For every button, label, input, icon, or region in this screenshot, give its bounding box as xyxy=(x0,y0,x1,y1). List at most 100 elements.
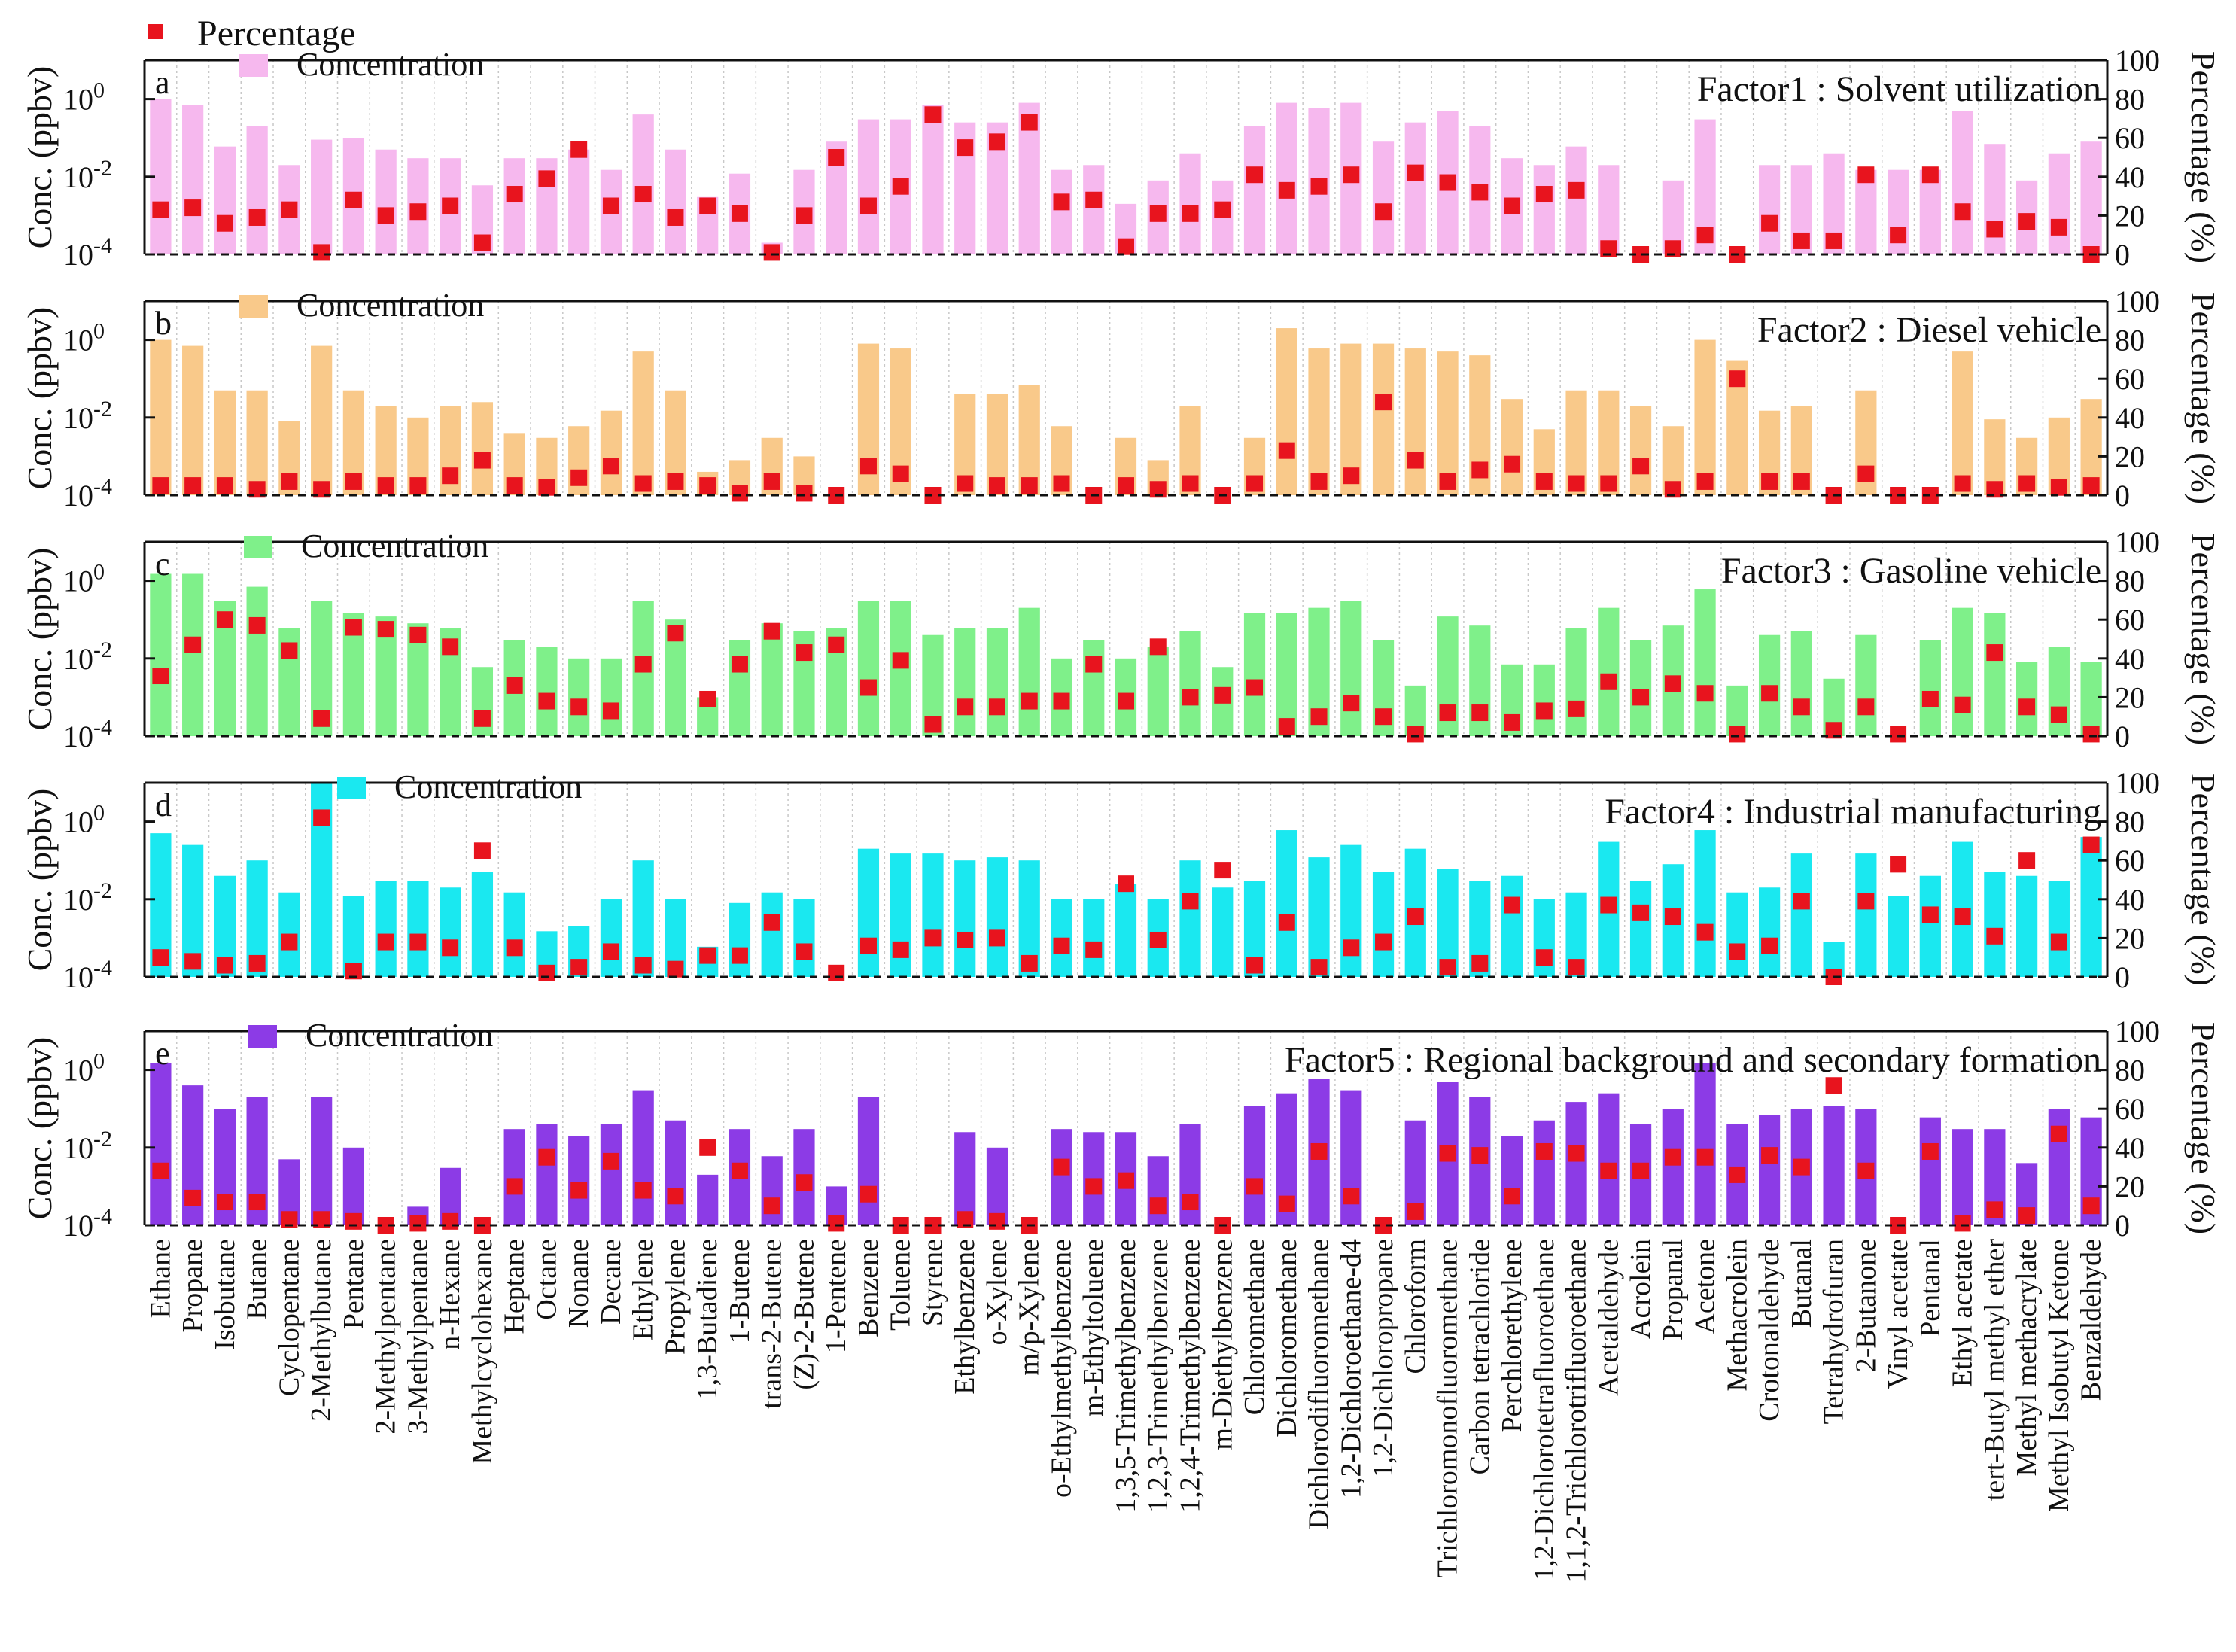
x-tick-label: 1,2-Dichloroethane-d4 xyxy=(1335,1239,1367,1498)
x-tick-label: Isobutane xyxy=(209,1239,241,1350)
x-tick-label: Pentanal xyxy=(1915,1239,1946,1337)
percentage-marker xyxy=(442,467,459,485)
concentration-bar xyxy=(857,1097,880,1225)
percentage-marker xyxy=(828,636,845,653)
concentration-bar xyxy=(1790,631,1812,736)
percentage-marker xyxy=(957,139,974,157)
percentage-marker xyxy=(892,178,909,195)
percentage-marker xyxy=(1921,906,1939,923)
right-tick-label: 0 xyxy=(2115,479,2130,513)
right-tick-label: 40 xyxy=(2115,160,2145,194)
left-tick-label: 100 xyxy=(63,78,105,117)
percentage-marker xyxy=(1857,893,1875,910)
percentage-marker xyxy=(828,964,845,981)
percentage-marker xyxy=(731,485,748,502)
right-tick-label: 80 xyxy=(2115,805,2145,839)
percentage-marker xyxy=(184,1189,202,1206)
right-tick-label: 100 xyxy=(2115,284,2160,318)
right-tick-label: 100 xyxy=(2115,44,2160,78)
percentage-marker xyxy=(1664,675,1681,692)
concentration-bar xyxy=(1179,631,1201,736)
concentration-bar xyxy=(1887,896,1909,977)
percentage-marker xyxy=(1890,726,1907,743)
percentage-marker xyxy=(1664,481,1681,498)
percentage-marker xyxy=(634,656,652,673)
x-tick-label: Ethyl acetate xyxy=(1947,1239,1979,1387)
concentration-bar xyxy=(1276,613,1297,736)
percentage-marker xyxy=(1118,875,1134,893)
concentration-bar xyxy=(2080,662,2102,736)
percentage-marker xyxy=(248,208,266,226)
x-tick-label: m/p-Xylene xyxy=(1014,1239,1045,1376)
concentration-bar xyxy=(1919,1117,1941,1225)
concentration-bar xyxy=(1276,830,1297,977)
percentage-marker xyxy=(1439,174,1456,191)
percentage-marker xyxy=(1085,941,1103,958)
concentration-bar xyxy=(1243,1106,1266,1225)
percentage-marker xyxy=(1471,461,1489,479)
percentage-marker xyxy=(1214,862,1231,879)
concentration-bar xyxy=(471,402,494,495)
percentage-marker xyxy=(957,475,974,492)
right-tick-label: 100 xyxy=(2115,766,2160,800)
percentage-marker xyxy=(1568,475,1585,492)
concentration-bar xyxy=(1855,169,1877,254)
concentration-bar xyxy=(1855,634,1877,736)
percentage-marker xyxy=(763,622,780,640)
percentage-marker xyxy=(634,957,652,974)
percentage-marker xyxy=(409,477,427,494)
percentage-marker xyxy=(957,1211,974,1228)
right-tick-label: 60 xyxy=(2115,362,2145,396)
right-tick-label: 20 xyxy=(2115,1170,2145,1203)
concentration-bar xyxy=(2048,881,2070,977)
concentration-bar xyxy=(536,647,558,736)
percentage-marker xyxy=(1793,1158,1810,1176)
concentration-bar xyxy=(632,351,654,495)
x-tick-label: 3-Methylpentane xyxy=(402,1239,434,1434)
left-tick-label: 100 xyxy=(63,801,105,839)
concentration-legend-swatch xyxy=(239,54,268,77)
concentration-bar xyxy=(1437,351,1459,495)
x-tick-label: Toluene xyxy=(885,1239,917,1331)
percentage-marker xyxy=(506,939,523,957)
x-tick-label: Benzaldehyde xyxy=(2076,1239,2107,1401)
concentration-bar xyxy=(1501,1136,1523,1225)
percentage-marker xyxy=(1149,638,1167,656)
x-tick-label: Tetrahydrofuran xyxy=(1818,1239,1850,1424)
percentage-marker xyxy=(1246,166,1264,184)
left-tick-label: 10-4 xyxy=(63,956,112,994)
percentage-marker xyxy=(796,485,813,502)
percentage-marker xyxy=(1118,238,1134,255)
percentage-marker xyxy=(988,929,1005,947)
concentration-bar xyxy=(857,848,880,977)
factor-title: Factor1 : Solvent utilization xyxy=(1697,69,2101,109)
concentration-bar xyxy=(150,573,172,736)
right-axis-title: Percentage (%) xyxy=(2184,292,2222,504)
x-tick-label: Dichlorodifluoromethane xyxy=(1304,1239,1335,1529)
percentage-marker xyxy=(1310,1142,1328,1160)
right-axis-title: Percentage (%) xyxy=(2184,533,2222,745)
concentration-bar xyxy=(1758,165,1781,254)
right-tick-label: 0 xyxy=(2115,960,2130,994)
percentage-marker xyxy=(1182,689,1199,706)
percentage-marker xyxy=(184,636,202,653)
percentage-marker xyxy=(377,621,394,638)
percentage-marker xyxy=(1632,904,1650,921)
percentage-marker xyxy=(1825,1077,1842,1094)
percentage-marker xyxy=(1085,1178,1103,1195)
percentage-marker xyxy=(345,1212,362,1230)
left-axis-title: Conc. (ppbv) xyxy=(20,548,59,731)
percentage-marker xyxy=(1343,166,1360,184)
percentage-marker xyxy=(1407,452,1424,469)
x-tick-label: 2-Methylpentane xyxy=(370,1239,402,1434)
left-tick-label: 10-2 xyxy=(63,1127,112,1165)
percentage-marker xyxy=(1053,1158,1070,1176)
concentration-bar xyxy=(1726,892,1748,977)
x-tick-label: m-Ethyltoluene xyxy=(1078,1239,1109,1416)
concentration-legend-swatch xyxy=(244,536,272,558)
percentage-marker xyxy=(924,1217,942,1234)
left-tick-label: 100 xyxy=(63,560,105,598)
percentage-marker xyxy=(1278,914,1295,931)
percentage-marker xyxy=(377,207,394,224)
percentage-marker xyxy=(1375,933,1392,951)
